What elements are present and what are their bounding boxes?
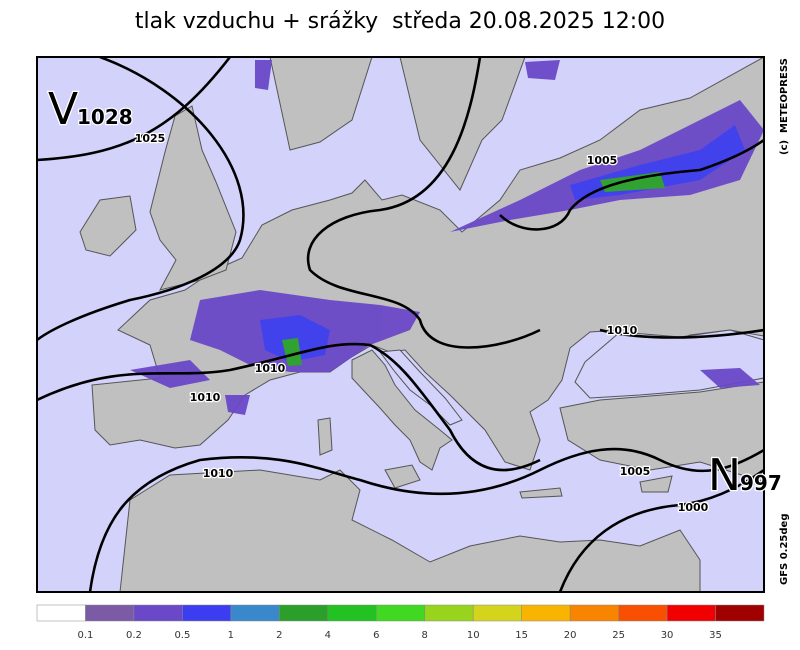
ireland: [79, 195, 137, 257]
map: [36, 56, 765, 593]
legend-swatch: [85, 604, 135, 622]
legend-label: 4: [325, 630, 331, 641]
legend-label: 10: [467, 630, 480, 641]
norway: [269, 57, 373, 151]
crete: [519, 487, 563, 499]
legend-label: 8: [422, 630, 428, 641]
legend-label: 15: [515, 630, 528, 641]
legend-swatch: [182, 604, 232, 622]
isobars: [37, 57, 764, 592]
sardinia: [317, 417, 333, 456]
legend-swatch: [279, 604, 329, 622]
legend-swatch: [618, 604, 668, 622]
legend-label: 25: [612, 630, 625, 641]
legend-label: 2: [276, 630, 282, 641]
isobar-label: 1000: [678, 501, 709, 514]
credit: (c) METEOPRESS: [779, 58, 790, 155]
isobar-label: 1005: [587, 154, 618, 167]
legend-label: 6: [373, 630, 379, 641]
isobar-label: 1010: [203, 467, 234, 480]
high-value: 1028: [77, 105, 133, 129]
legend-swatch: [666, 604, 716, 622]
isobar-label: 1025: [135, 132, 166, 145]
legend-label: 0.1: [78, 630, 94, 641]
isobar-label: 1010: [190, 391, 221, 404]
cyprus: [639, 475, 673, 493]
legend-label: 1: [228, 630, 234, 641]
isobar-label: 1010: [607, 324, 638, 337]
legend-swatch: [230, 604, 280, 622]
legend-label: 20: [564, 630, 577, 641]
precipitation: [130, 60, 764, 415]
legend-swatch: [569, 604, 619, 622]
sicily: [384, 464, 421, 489]
model: GFS 0.25deg: [779, 514, 790, 586]
map-frame: [36, 56, 765, 593]
legend-swatch: [472, 604, 522, 622]
isobar-label: 1005: [620, 465, 651, 478]
low-letter: N: [708, 450, 741, 501]
pressure-high: V 1028: [47, 83, 134, 137]
title: tlak vzduchu + srážky středa 20.08.2025 …: [135, 9, 665, 34]
legend-label: 0.2: [126, 630, 142, 641]
legend-swatch: [133, 604, 183, 622]
legend-swatch: [521, 604, 571, 622]
legend-label: 0.5: [174, 630, 190, 641]
pressure-low: N 997: [707, 449, 783, 503]
legend-swatch: [376, 604, 425, 622]
legend-swatch: [327, 604, 377, 622]
sweden-finland: [399, 57, 526, 191]
isobar-labels: 1025 1005 1010 1010 1010 1010 1005 1000: [133, 131, 709, 516]
legend-label: 35: [709, 630, 722, 641]
legend-swatch: [36, 604, 86, 622]
legend: 0.1 0.2 0.5 1 2 4 6 8 10 15 20 25 30 35: [36, 604, 765, 641]
legend-swatch: [424, 604, 474, 622]
legend-swatch: [715, 604, 765, 622]
africa: [119, 469, 701, 592]
high-letter: V: [48, 84, 78, 135]
italy: [351, 349, 453, 471]
legend-label: 30: [661, 630, 674, 641]
low-value: 997: [740, 471, 782, 495]
isobar-label: 1010: [255, 362, 286, 375]
anatolia: [559, 381, 764, 483]
